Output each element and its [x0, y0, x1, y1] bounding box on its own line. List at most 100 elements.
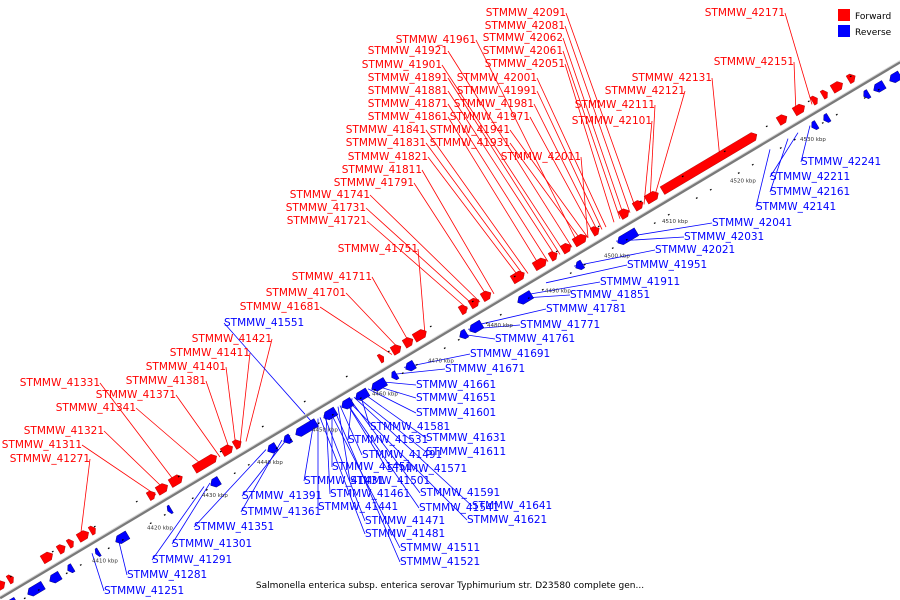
- forward-gene-label: STMMW_41411: [170, 347, 250, 359]
- scale-tick-label: 4470 kbp: [428, 358, 454, 364]
- backbone-marker: [485, 322, 488, 325]
- forward-gene-label-leader: [564, 63, 615, 223]
- forward-gene-label: STMMW_41841: [346, 124, 426, 136]
- backbone-marker: [555, 250, 558, 253]
- backbone-line: [0, 60, 900, 600]
- reverse-gene-label-leader: [361, 392, 427, 439]
- forward-gene-label: STMMW_42061: [483, 45, 563, 57]
- reverse-gene-label-leader: [525, 281, 601, 296]
- reverse-gene-label-leader: [329, 411, 401, 549]
- reverse-gene-label: STMMW_41541: [419, 502, 499, 514]
- forward-gene-label-leader: [427, 156, 521, 279]
- backbone-marker: [709, 188, 712, 191]
- scale-tick-label: 4450 kbp: [312, 427, 338, 433]
- reverse-gene-label-leader: [367, 388, 417, 414]
- forward-gene-label-leader: [371, 276, 411, 345]
- forward-gene-14: [376, 353, 385, 364]
- reverse-gene-label-leader: [193, 449, 267, 528]
- reverse-gene-4: [67, 563, 76, 574]
- backbone-marker: [807, 100, 810, 103]
- reverse-gene-label: STMMW_41521: [400, 556, 480, 568]
- reverse-gene-2: [27, 580, 46, 597]
- backbone-marker: [723, 150, 726, 153]
- reverse-gene-label: STMMW_42021: [655, 244, 735, 256]
- backbone-marker: [863, 96, 866, 99]
- forward-gene-label: STMMW_41331: [20, 377, 100, 389]
- forward-gene-label: STMMW_41961: [396, 34, 476, 46]
- reverse-gene-24: [823, 113, 832, 123]
- reverse-gene-27: [889, 70, 900, 83]
- forward-gene-label: STMMW_41731: [286, 202, 366, 214]
- forward-gene-22: [531, 257, 547, 272]
- scale-tick-label: 4520 kbp: [730, 178, 756, 184]
- reverse-gene-label-leader: [117, 537, 128, 576]
- reverse-gene-label-leader: [345, 401, 388, 470]
- forward-gene-label: STMMW_41831: [346, 137, 426, 149]
- backbone-marker: [107, 547, 110, 550]
- forward-gene-4: [55, 544, 66, 555]
- forward-gene-18: [457, 304, 468, 316]
- backbone-marker: [429, 325, 432, 328]
- backbone-marker: [37, 588, 40, 591]
- reverse-gene-label: STMMW_42041: [712, 217, 792, 229]
- backbone-marker: [499, 313, 502, 316]
- reverse-gene-label: STMMW_42141: [756, 201, 836, 213]
- reverse-gene-label: STMMW_41441: [318, 501, 398, 513]
- reverse-gene-label-leader: [241, 435, 291, 497]
- reverse-gene-label: STMMW_41611: [426, 446, 506, 458]
- legend-forward-label: Forward: [855, 12, 891, 22]
- reverse-gene-label: STMMW_41691: [470, 348, 550, 360]
- forward-gene-label: STMMW_42051: [485, 58, 565, 70]
- backbone-marker: [9, 575, 12, 578]
- reverse-gene-label-leader: [769, 138, 789, 193]
- reverse-gene-19: [469, 319, 485, 334]
- scale-tick-label: 4460 kbp: [372, 392, 398, 398]
- backbone-marker: [79, 563, 82, 566]
- backbone-marker: [261, 425, 264, 428]
- backbone-marker: [457, 338, 460, 341]
- forward-gene-23: [547, 251, 558, 262]
- forward-gene-19: [467, 297, 480, 310]
- reverse-gene-label-leader: [323, 414, 366, 522]
- reverse-gene-label: STMMW_42161: [770, 186, 850, 198]
- forward-gene-label: STMMW_41401: [146, 361, 226, 373]
- backbone-marker: [233, 472, 236, 475]
- reverse-gene-20: [517, 290, 534, 305]
- forward-gene-label-leader: [425, 142, 525, 277]
- forward-gene-label-leader: [417, 248, 426, 335]
- scale-tick-label: 4510 kbp: [662, 219, 688, 225]
- backbone-marker: [527, 297, 530, 300]
- backbone-marker: [205, 488, 208, 491]
- reverse-gene-label: STMMW_41491: [362, 449, 442, 461]
- forward-gene-label-leader: [793, 61, 797, 114]
- forward-gene-15: [389, 344, 402, 356]
- backbone-marker: [289, 438, 292, 441]
- forward-gene-2: [5, 574, 14, 585]
- backbone-marker: [681, 175, 684, 178]
- forward-gene-label-leader: [319, 306, 393, 355]
- backbone-marker: [65, 572, 68, 575]
- forward-gene-label: STMMW_41791: [334, 177, 414, 189]
- backbone-marker: [583, 263, 586, 266]
- reverse-gene-label: STMMW_41511: [400, 542, 480, 554]
- backbone-marker: [737, 172, 740, 174]
- backbone-marker: [443, 347, 446, 350]
- backbone-marker: [625, 238, 628, 241]
- forward-gene-label: STMMW_41991: [457, 85, 537, 97]
- forward-gene-label: STMMW_41981: [454, 98, 534, 110]
- backbone-marker: [191, 497, 194, 500]
- forward-gene-34: [819, 89, 828, 100]
- reverse-gene-14: [355, 387, 371, 402]
- reverse-gene-label: STMMW_41531: [348, 434, 428, 446]
- backbone-marker: [247, 463, 250, 466]
- backbone-marker: [401, 372, 404, 375]
- backbone-marker: [653, 222, 656, 224]
- reverse-gene-23: [811, 120, 820, 130]
- forward-gene-label: STMMW_41901: [362, 59, 442, 71]
- forward-gene-label-leader: [529, 116, 595, 235]
- reverse-gene-label: STMMW_41351: [194, 521, 274, 533]
- forward-gene-31: [775, 114, 788, 126]
- reverse-gene-25: [863, 89, 872, 99]
- forward-gene-label-leader: [580, 156, 589, 238]
- forward-gene-label-leader: [225, 366, 237, 448]
